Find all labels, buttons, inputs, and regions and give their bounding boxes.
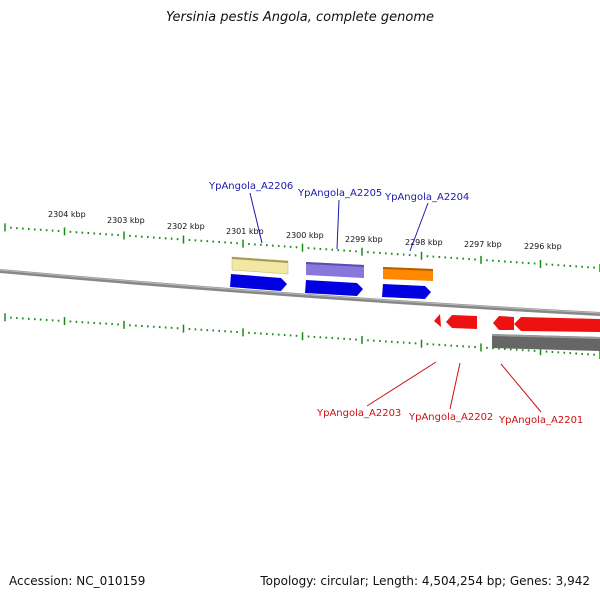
- upper-feature-track: [231, 256, 433, 281]
- lower-tick-track: [4, 313, 600, 359]
- gene-label-A2203[interactable]: YpAngola_A2203: [316, 408, 401, 419]
- gene-arrow-A2204[interactable]: [382, 284, 431, 299]
- reverse-genes: [434, 314, 600, 332]
- accession-label: Accession: NC_010159: [9, 574, 146, 588]
- map-title: Yersinia pestis Angola, complete genome: [166, 10, 434, 25]
- scale-label: 2302 kbp: [167, 222, 205, 231]
- gene-arrow-A2201-part[interactable]: [493, 316, 514, 330]
- scale-label: 2304 kbp: [48, 210, 86, 219]
- gene-labels: YpAngola_A2206 YpAngola_A2205 YpAngola_A…: [208, 181, 583, 426]
- scale-label: 2301 kbp: [226, 227, 264, 236]
- gene-label-A2204[interactable]: YpAngola_A2204: [384, 192, 469, 203]
- scale-label: 2296 kbp: [524, 242, 562, 251]
- bottom-leader-lines: [366, 361, 542, 413]
- scale-label: 2303 kbp: [107, 216, 145, 225]
- gene-label-A2202[interactable]: YpAngola_A2202: [408, 412, 493, 423]
- scale-label: 2300 kbp: [286, 231, 324, 240]
- genome-backbone: [0, 269, 600, 316]
- gene-label-A2205[interactable]: YpAngola_A2205: [297, 188, 382, 199]
- gene-arrow-A2202[interactable]: [446, 315, 477, 329]
- scale-label: 2298 kbp: [405, 238, 443, 247]
- gene-label-A2206[interactable]: YpAngola_A2206: [208, 181, 293, 192]
- gene-arrow-A2203[interactable]: [434, 314, 441, 327]
- upper-tick-track: [4, 223, 600, 272]
- gene-arrow-A2206[interactable]: [230, 274, 287, 291]
- top-leader-lines: [249, 192, 429, 252]
- scale-labels: 2304 kbp 2303 kbp 2302 kbp 2301 kbp 2300…: [48, 210, 562, 251]
- forward-genes: [230, 274, 431, 299]
- scale-label: 2299 kbp: [345, 235, 383, 244]
- scale-label: 2297 kbp: [464, 240, 502, 249]
- genome-summary: Topology: circular; Length: 4,504,254 bp…: [260, 574, 590, 588]
- gene-label-A2201[interactable]: YpAngola_A2201: [498, 415, 583, 426]
- gene-arrow-A2201[interactable]: [514, 317, 600, 332]
- gene-arrow-A2205[interactable]: [305, 280, 363, 296]
